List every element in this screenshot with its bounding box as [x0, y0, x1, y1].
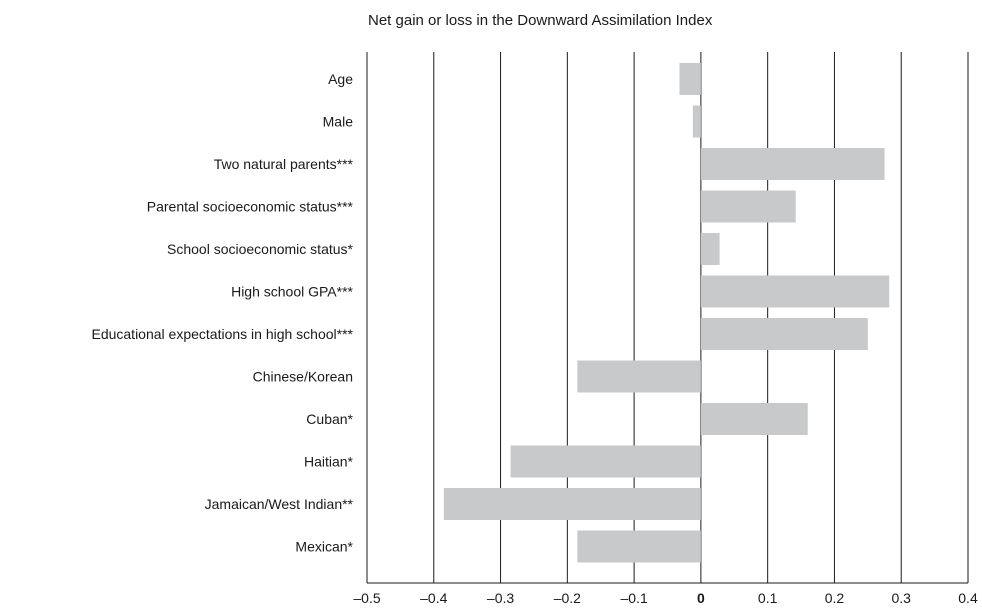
x-tick-label: 0 — [697, 590, 705, 606]
category-label: Age — [328, 71, 353, 87]
x-tick-label: –0.1 — [620, 590, 647, 606]
bar — [700, 275, 890, 308]
category-label: School socioeconomic status* — [167, 241, 354, 257]
bar — [692, 105, 701, 138]
category-label: High school GPA*** — [231, 284, 353, 300]
category-label: Haitian* — [304, 454, 354, 470]
x-tick-label: 0.2 — [825, 590, 845, 606]
category-label: Jamaican/West Indian** — [205, 496, 354, 512]
x-tick-label: –0.3 — [487, 590, 514, 606]
bar — [577, 530, 701, 563]
bar — [700, 233, 720, 265]
category-label: Male — [323, 114, 354, 130]
category-label: Educational expectations in high school*… — [91, 326, 353, 342]
bar-layer — [443, 63, 890, 563]
category-label: Parental socioeconomic status*** — [147, 199, 354, 215]
bar — [700, 403, 808, 435]
x-tick-label: –0.4 — [420, 590, 447, 606]
category-label: Two natural parents*** — [214, 156, 354, 172]
category-label: Mexican* — [295, 539, 353, 555]
x-tick-label: –0.2 — [554, 590, 581, 606]
x-tick-label: 0.1 — [758, 590, 778, 606]
x-tick-label: 0.4 — [958, 590, 978, 606]
bar — [679, 63, 701, 95]
bar — [443, 488, 701, 520]
x-tick-label: 0.3 — [891, 590, 911, 606]
bar — [510, 445, 701, 478]
bar — [700, 318, 868, 350]
bar — [700, 190, 796, 223]
bar — [700, 148, 885, 180]
bar — [577, 360, 701, 393]
category-label: Cuban* — [306, 411, 353, 427]
tick-labels: –0.5 –0.4 –0.3 –0.2 –0.1 0 0.1 0.2 0.3 0.4 — [353, 590, 978, 606]
chart-title: Net gain or loss in the Downward Assimil… — [368, 12, 713, 29]
x-tick-label: –0.5 — [353, 590, 380, 606]
category-labels: Age Male Two natural parents*** Parental so… — [91, 71, 353, 555]
category-label: Chinese/Korean — [253, 369, 353, 385]
